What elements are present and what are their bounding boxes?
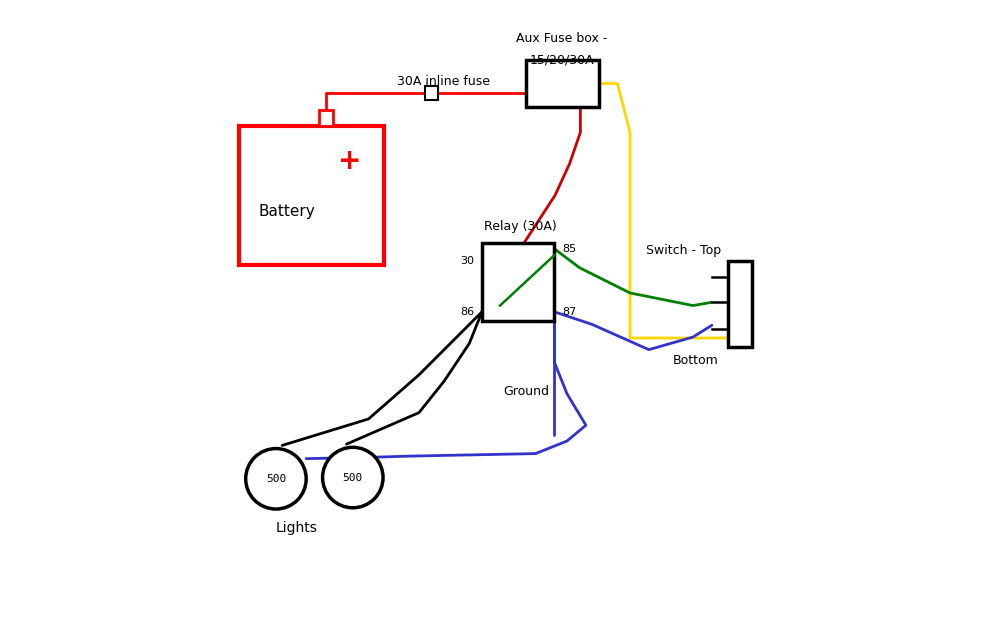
Circle shape xyxy=(246,449,306,509)
Bar xyxy=(240,126,384,265)
Text: 500: 500 xyxy=(266,474,286,484)
Text: 86: 86 xyxy=(461,307,475,317)
Text: Lights: Lights xyxy=(275,521,318,535)
Bar xyxy=(728,261,752,346)
Text: +: + xyxy=(338,147,361,175)
Bar xyxy=(526,60,599,107)
Text: Battery: Battery xyxy=(258,203,316,219)
Text: 500: 500 xyxy=(343,472,363,483)
Text: 85: 85 xyxy=(562,244,577,254)
Text: 15/20/30A: 15/20/30A xyxy=(529,54,595,67)
Text: Ground: Ground xyxy=(503,386,549,398)
Text: 30: 30 xyxy=(461,256,475,266)
Text: Aux Fuse box -: Aux Fuse box - xyxy=(516,32,608,45)
Circle shape xyxy=(323,447,383,508)
Text: Switch - Top: Switch - Top xyxy=(646,244,722,257)
Text: Relay (30A): Relay (30A) xyxy=(484,220,556,233)
Text: Bottom: Bottom xyxy=(672,354,718,367)
Bar xyxy=(482,243,554,321)
Bar xyxy=(424,86,438,100)
Bar xyxy=(320,110,334,126)
Text: 30A inline fuse: 30A inline fuse xyxy=(397,76,490,88)
Text: 87: 87 xyxy=(562,307,577,317)
